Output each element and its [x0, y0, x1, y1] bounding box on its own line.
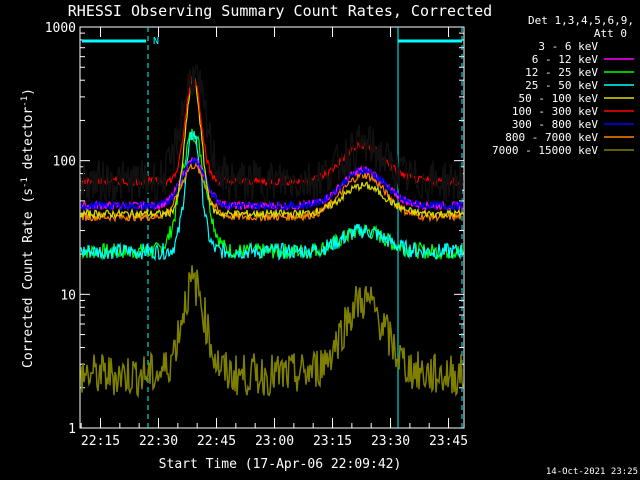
legend-entry-label: 3 - 6 keV — [538, 40, 598, 53]
x-tick-label: 22:30 — [139, 434, 178, 449]
series-line — [80, 156, 464, 213]
y-tick-label: 100 — [53, 155, 76, 170]
legend-entry-label: 25 - 50 keV — [525, 79, 598, 92]
y-tick-label: 1000 — [45, 21, 76, 36]
series-line — [80, 64, 464, 204]
series-line — [80, 131, 464, 262]
chart-title: RHESSI Observing Summary Count Rates, Co… — [68, 2, 492, 20]
x-tick-label: 22:45 — [197, 434, 236, 449]
y-tick-label: 1 — [68, 422, 76, 437]
x-ticks: 22:15 22:30 22:45 23:00 23:15 23:30 23:45 — [80, 27, 468, 449]
x-axis-label: Start Time (17-Apr-06 22:09:42) — [159, 457, 402, 472]
x-tick-label: 23:00 — [255, 434, 294, 449]
legend-entry-label: 6 - 12 keV — [532, 53, 599, 66]
x-tick-label: 23:15 — [313, 434, 352, 449]
x-tick-label: 23:30 — [371, 434, 410, 449]
attenuator-marker: N — [153, 36, 159, 47]
series-line — [80, 75, 464, 220]
plot-frame — [79, 26, 465, 429]
series-lines — [80, 64, 464, 399]
legend-entry-label: 300 - 800 keV — [512, 118, 598, 131]
period-markers: N — [82, 27, 463, 428]
legend-header-2: Att 0 — [594, 27, 627, 40]
legend-entry-label: 12 - 25 keV — [525, 66, 598, 79]
y-ticks: 1 10 100 1000 — [45, 21, 464, 437]
legend-entry-label: 7000 - 15000 keV — [492, 144, 598, 157]
y-axis-label: Corrected Count Rate (s-1 detector-1) — [20, 88, 36, 368]
x-tick-label: 23:45 — [429, 434, 468, 449]
legend-header-1: Det 1,3,4,5,6,9, — [528, 14, 634, 27]
series-line — [80, 265, 464, 399]
legend-entry-label: 800 - 7000 keV — [505, 131, 598, 144]
legend-entry-label: 50 - 100 keV — [519, 92, 599, 105]
x-tick-label: 22:15 — [81, 434, 120, 449]
y-tick-label: 10 — [60, 288, 76, 303]
timestamp: 14-Oct-2021 23:25 — [546, 467, 638, 477]
legend-entry-label: 100 - 300 keV — [512, 105, 598, 118]
